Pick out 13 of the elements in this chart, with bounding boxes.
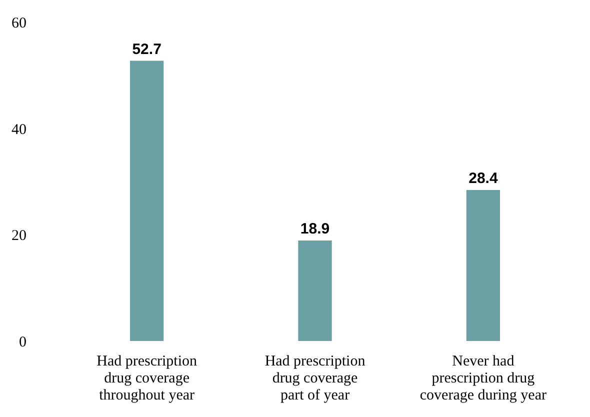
x-tick-label: Had prescription drug coverage throughout year	[96, 354, 198, 404]
data-label: 18.9	[300, 220, 330, 238]
data-label: 52.7	[132, 40, 162, 58]
bar	[298, 240, 332, 341]
y-tick-label: 60	[12, 16, 26, 32]
data-label: 28.4	[468, 170, 498, 188]
y-tick-label: 0	[19, 334, 26, 350]
y-tick-label: 40	[12, 122, 26, 138]
x-tick-label: Never had prescription drug coverage during year	[420, 354, 546, 404]
y-tick-label: 20	[12, 228, 26, 244]
bar	[130, 60, 164, 341]
bar	[466, 190, 500, 341]
x-tick-label: Had prescription drug coverage part of year	[264, 354, 366, 404]
